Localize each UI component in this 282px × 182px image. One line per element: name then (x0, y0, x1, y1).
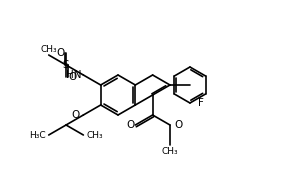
Text: F: F (198, 98, 204, 108)
Text: O: O (126, 120, 135, 130)
Text: S: S (63, 60, 69, 70)
Text: CH₃: CH₃ (40, 46, 57, 54)
Text: HN: HN (66, 70, 81, 80)
Text: O: O (68, 72, 76, 82)
Text: H₃C: H₃C (29, 130, 46, 139)
Text: O: O (71, 110, 79, 120)
Text: O: O (174, 120, 182, 130)
Text: CH₃: CH₃ (162, 147, 178, 155)
Text: O: O (56, 48, 64, 58)
Text: CH₃: CH₃ (86, 130, 103, 139)
